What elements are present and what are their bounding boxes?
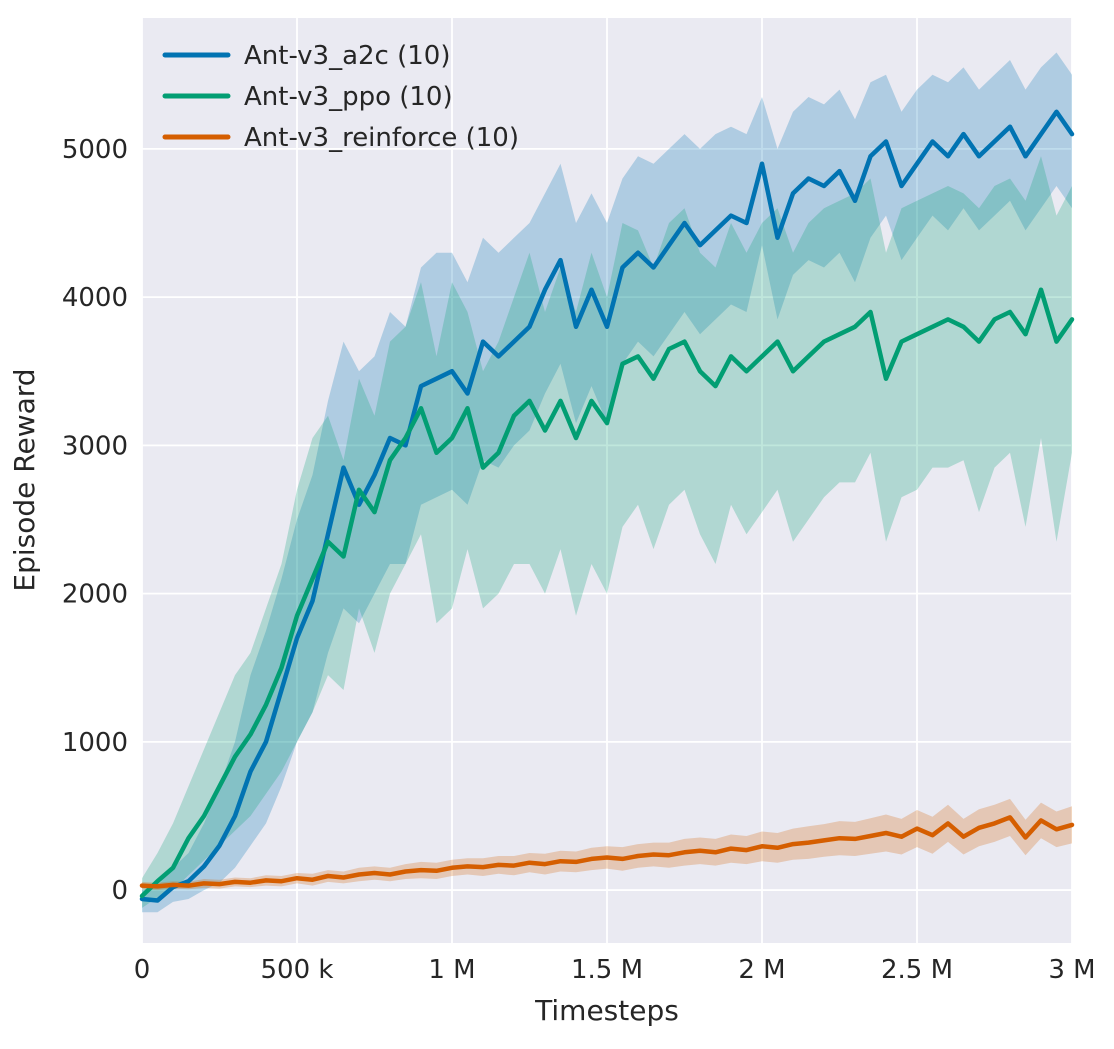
x-tick-500k: 500 k — [261, 955, 334, 985]
line-Ant-v3_ppo (10) — [139, 287, 1075, 899]
x-tick-1-5m: 1.5 M — [571, 955, 643, 985]
y-tick-2000: 2000 — [62, 580, 128, 610]
legend-label-reinforce: Ant-v3_reinforce (10) — [244, 123, 519, 153]
y-tick-0: 0 — [111, 876, 128, 906]
y-tick-labels: 0 1000 2000 3000 4000 5000 — [62, 135, 128, 906]
confidence-bands — [142, 52, 1072, 913]
legend: Ant-v3_a2c (10) Ant-v3_ppo (10) Ant-v3_r… — [162, 41, 519, 153]
x-tick-3m: 3 M — [1048, 955, 1095, 985]
gridlines — [141, 18, 1073, 943]
y-axis-label: Episode Reward — [8, 368, 41, 591]
legend-item-reinforce: Ant-v3_reinforce (10) — [162, 123, 519, 153]
legend-item-a2c: Ant-v3_a2c (10) — [162, 41, 450, 71]
y-tick-1000: 1000 — [62, 728, 128, 758]
x-tick-0: 0 — [134, 955, 151, 985]
legend-label-ppo: Ant-v3_ppo (10) — [244, 82, 453, 112]
x-axis-label: Timesteps — [534, 994, 679, 1027]
x-tick-2m: 2 M — [738, 955, 785, 985]
legend-label-a2c: Ant-v3_a2c (10) — [244, 41, 450, 71]
band-Ant-v3_ppo (10) — [142, 156, 1072, 908]
x-tick-labels: 0 500 k 1 M 1.5 M 2 M 2.5 M 3 M — [134, 955, 1096, 985]
y-tick-4000: 4000 — [62, 283, 128, 313]
series-lines — [139, 109, 1075, 903]
y-tick-5000: 5000 — [62, 135, 128, 165]
line-Ant-v3_a2c (10) — [139, 109, 1075, 903]
band-Ant-v3_a2c (10) — [142, 52, 1072, 913]
legend-item-ppo: Ant-v3_ppo (10) — [162, 82, 453, 112]
band-Ant-v3_reinforce (10) — [142, 798, 1072, 891]
line-Ant-v3_reinforce (10) — [139, 815, 1075, 889]
x-tick-2-5m: 2.5 M — [881, 955, 953, 985]
y-tick-3000: 3000 — [62, 431, 128, 461]
x-tick-1m: 1 M — [428, 955, 475, 985]
